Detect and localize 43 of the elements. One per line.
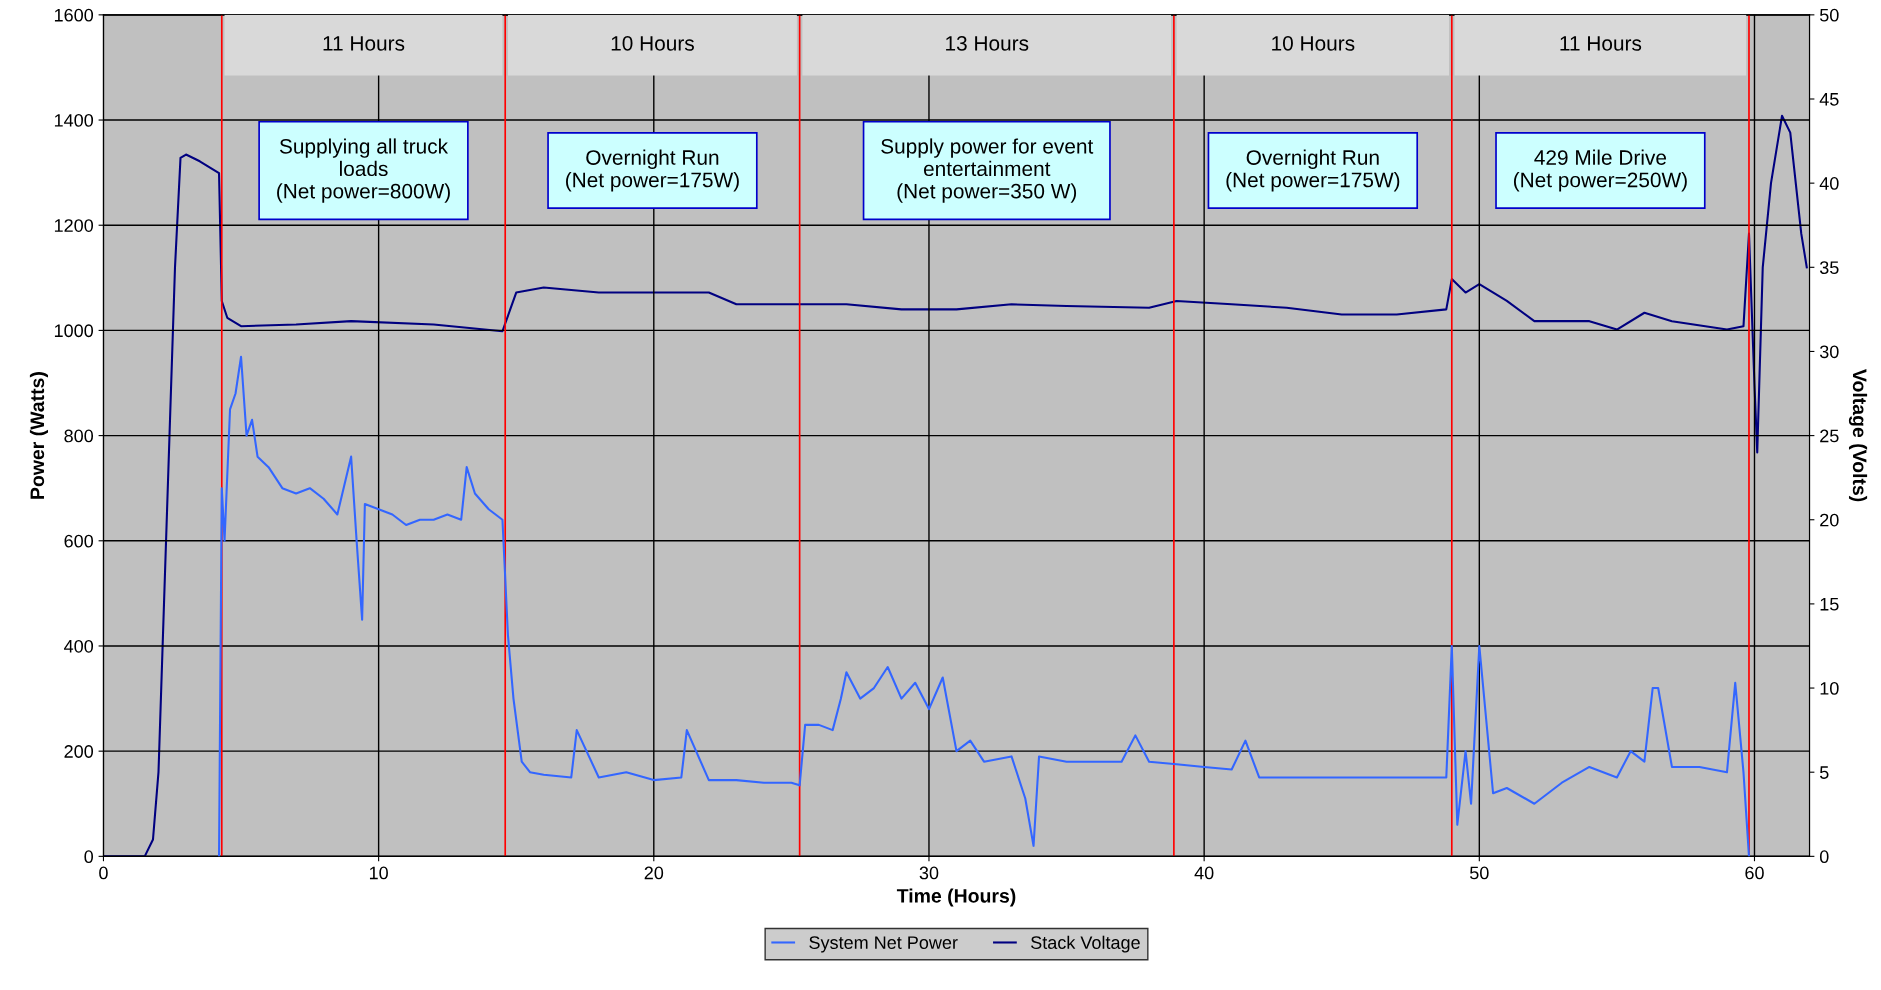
y2-tick-label: 0 [1819, 850, 1829, 864]
legend-label: System Net Power [809, 936, 958, 953]
y-tick-label: 1400 [54, 113, 94, 127]
x-tick-label: 30 [919, 866, 939, 880]
annotation: 11 Hours [323, 36, 405, 51]
annotation: Supplying all truck loads (Net power=800W) [277, 138, 450, 203]
x-tick-label: 0 [99, 866, 108, 880]
x-axis-title: Time (Hours) [896, 888, 1016, 907]
annotation: 10 Hours [611, 35, 694, 51]
y-tick-label: 0 [84, 850, 94, 864]
y2-tick-label: 20 [1820, 513, 1839, 527]
y-tick-label: 200 [64, 745, 94, 758]
y2-axis-title: Voltage (Volts) [1848, 369, 1868, 502]
y2-tick-label: 35 [1819, 261, 1839, 275]
y2-tick-label: 5 [1819, 766, 1829, 779]
annotation: 10 Hours [1272, 35, 1355, 51]
y-tick-label: 400 [64, 639, 94, 653]
y2-tick-label: 10 [1820, 681, 1839, 695]
y2-tick-label: 15 [1820, 598, 1839, 611]
annotation: 11 Hours [1560, 36, 1642, 51]
y2-tick-label: 45 [1819, 93, 1839, 106]
y2-tick-label: 50 [1819, 8, 1839, 22]
legend-label: Stack Voltage [1031, 935, 1140, 953]
y-axis-title: Power (Watts) [29, 372, 49, 499]
y-tick-label: 600 [64, 534, 94, 548]
y-tick-label: 800 [64, 429, 94, 443]
y2-tick-label: 40 [1819, 177, 1839, 190]
x-tick-label: 50 [1470, 866, 1489, 880]
x-tick-label: 10 [369, 866, 388, 880]
y-tick-label: 1000 [54, 324, 94, 338]
annotation: 429 Mile Drive (Net power=250W) [1513, 149, 1687, 192]
annotation: 13 Hours [946, 35, 1029, 51]
y2-tick-label: 25 [1820, 429, 1839, 443]
x-tick-label: 20 [644, 866, 664, 880]
annotation: Overnight Run (Net power=175W) [1226, 149, 1400, 192]
y2-tick-label: 30 [1819, 345, 1839, 359]
x-tick-label: 40 [1194, 866, 1214, 880]
y-tick-label: 1600 [54, 8, 94, 22]
line-series [217, 355, 1751, 857]
annotation: Supply power for event entertainment (Net power=350 W) [881, 138, 1094, 203]
x-tick-label: 60 [1745, 866, 1764, 880]
annotation: Overnight Run (Net power=175W) [566, 149, 739, 192]
y-tick-label: 1200 [54, 219, 94, 232]
